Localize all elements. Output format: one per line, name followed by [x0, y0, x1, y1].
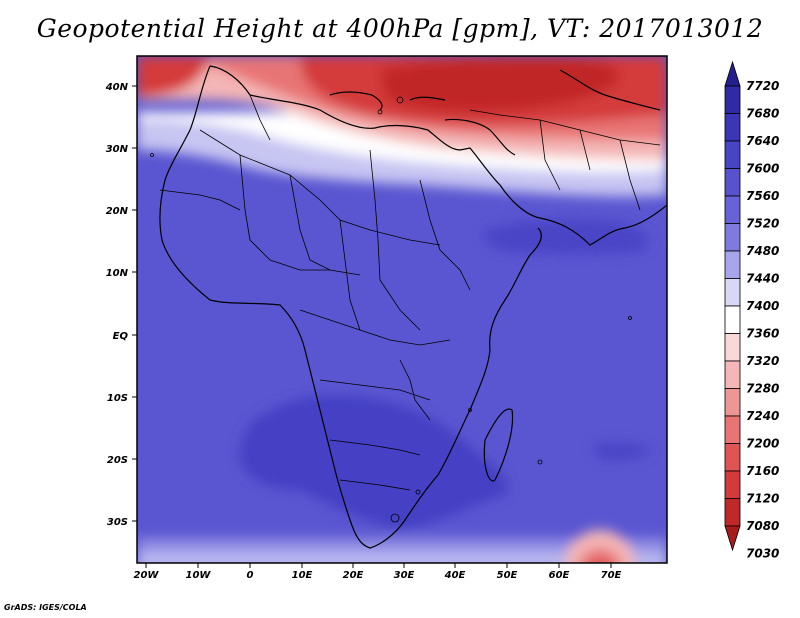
latitude-axis: 40N 30N 20N 10N EQ 10S 20S 30S [105, 82, 137, 528]
colorbar-segment [724, 113, 741, 142]
lon-tick-label: 0 [247, 570, 254, 581]
colorbar-labels: 7720 7680 7640 7600 7560 7520 7480 7440 7400 7360… [746, 79, 779, 561]
colorbar-level-label: 7080 [746, 519, 779, 533]
colorbar-level-label: 7560 [746, 189, 779, 203]
colorbar-segment [724, 85, 741, 114]
lat-tick-label: 30S [107, 517, 128, 528]
colorbar-level-label: 7720 [746, 79, 779, 93]
colorbar-segment [724, 498, 741, 527]
colorbar-level-label: 7320 [746, 354, 779, 368]
lat-tick-label: 10N [106, 268, 129, 279]
lat-tick-label: 40N [105, 82, 129, 93]
lon-tick-label: 70E [601, 570, 622, 581]
lat-tick-label: 30N [106, 144, 129, 155]
colorbar-segment [724, 470, 741, 499]
colorbar-level-label: 7240 [746, 409, 779, 423]
country-borders [159, 94, 661, 491]
colorbar-bottom-arrow [724, 525, 741, 552]
colorbar-segment [724, 140, 741, 169]
colorbar-segment [724, 223, 741, 252]
colorbar-level-label: 7400 [746, 299, 779, 313]
longitude-axis: 20W 10W 0 10E 20E 30E 40E 50E 60E 70E [134, 563, 622, 581]
colorbar-segment [724, 360, 741, 389]
colorbar-level-label: 7600 [746, 162, 779, 176]
colorbar-segment [724, 168, 741, 197]
colorbar-segments [724, 60, 741, 552]
colorbar-level-label: 7480 [746, 244, 779, 258]
colorbar-level-label: 7680 [746, 107, 779, 121]
chart-title: Geopotential Height at 400hPa [gpm], VT:… [36, 14, 764, 43]
colorbar-top-arrow [724, 60, 741, 87]
colorbar-segment [724, 250, 741, 279]
lon-tick-label: 60E [549, 570, 570, 581]
colorbar-segment [724, 305, 741, 334]
colorbar-level-label: 7640 [746, 134, 779, 148]
lat-tick-label: 10S [107, 393, 128, 404]
colorbar-level-label: 7200 [746, 437, 779, 451]
colorbar-segment [724, 415, 741, 444]
colorbar-level-label: 7440 [746, 272, 779, 286]
colorbar-segment [724, 443, 741, 472]
colorbar-segment [724, 388, 741, 417]
lon-tick-label: 10W [186, 570, 212, 581]
lat-tick-label: EQ [113, 331, 129, 342]
colorbar-level-label: 7160 [746, 464, 779, 478]
height-field [137, 56, 667, 563]
colorbar-level-label: 7520 [746, 217, 779, 231]
lon-tick-label: 20E [343, 570, 364, 581]
lon-tick-label: 20W [134, 570, 160, 581]
lon-tick-label: 50E [497, 570, 518, 581]
coastlines [159, 65, 667, 549]
lon-tick-label: 30E [394, 570, 415, 581]
colorbar-segment [724, 195, 741, 224]
lon-tick-label: 40E [444, 570, 466, 581]
colorbar-level-label: 7360 [746, 327, 779, 341]
plot-frame [136, 55, 668, 564]
credit-label: GrADS: IGES/COLA [4, 603, 87, 612]
lat-tick-label: 20S [107, 455, 128, 466]
lat-tick-label: 20N [106, 206, 129, 217]
colorbar-level-label: 7280 [746, 382, 779, 396]
colorbar-level-label: 7030 [746, 547, 779, 561]
colorbar-segment [724, 278, 741, 307]
colorbar-segment [724, 333, 741, 362]
lon-tick-label: 10E [292, 570, 313, 581]
colorbar-level-label: 7120 [746, 492, 779, 506]
